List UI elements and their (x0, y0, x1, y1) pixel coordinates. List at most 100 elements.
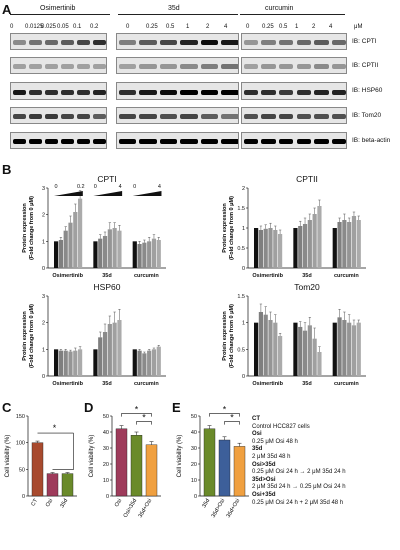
blot-band (61, 139, 75, 144)
bar (298, 326, 303, 376)
bar (130, 435, 143, 497)
bar (254, 322, 259, 376)
bar (337, 222, 342, 268)
bar (293, 228, 298, 268)
chart-title: CPTI (97, 174, 116, 184)
blot-band (296, 89, 312, 95)
bar (317, 352, 322, 376)
bar (151, 238, 157, 268)
blot-band (296, 64, 312, 69)
bar (203, 428, 216, 497)
y-tick-label: 3 (42, 294, 45, 300)
category-label: Osi>35d (123, 498, 139, 519)
blot-band (77, 139, 91, 144)
blot-band (44, 139, 58, 144)
bar (73, 212, 78, 268)
y-tick-label: 0 (242, 266, 245, 272)
significance-star: * (230, 413, 234, 423)
bar (63, 230, 68, 268)
y-axis-label: (Fold change from 0 μM) (29, 304, 35, 368)
y-tick-label: 0 (106, 494, 109, 500)
bar (278, 234, 283, 268)
bar (58, 350, 63, 376)
dose-lo: 0 (94, 184, 97, 190)
bar (268, 320, 273, 376)
bar (263, 314, 268, 376)
bar (107, 229, 112, 268)
panel-label-a: A (2, 2, 12, 17)
bar (142, 242, 147, 268)
dose-label: 0.2 (90, 24, 99, 30)
bar (68, 351, 73, 376)
y-tick-label: 150 (16, 414, 25, 420)
bar (342, 320, 347, 376)
blot-band (200, 139, 218, 144)
bar (98, 238, 103, 268)
bar (156, 346, 161, 376)
blot-row-label: IB: beta-actin (352, 136, 391, 144)
bar (317, 206, 322, 268)
y-tick-label: 40 (191, 430, 197, 436)
bar (73, 350, 78, 376)
blot-band (118, 139, 136, 144)
blot-panel (241, 132, 347, 149)
blot-band (28, 64, 42, 69)
y-axis-label: (Fold change from 0 μM) (229, 196, 235, 260)
blot-band (93, 64, 106, 69)
blot-band (12, 40, 26, 45)
bar (102, 332, 108, 376)
bar (115, 428, 128, 497)
blot-band (44, 114, 58, 119)
blot-row-label: IB: CPTI (352, 37, 377, 45)
y-tick-label: 1 (42, 347, 45, 353)
significance-star: * (135, 405, 139, 415)
y-tick-label: 40 (103, 430, 109, 436)
blot-band (12, 114, 26, 119)
blot-band (331, 114, 346, 119)
y-tick-label: 20 (191, 462, 197, 468)
category-label: 35d+Osi (138, 498, 154, 519)
bar (58, 240, 63, 268)
category-label: 35d (302, 273, 311, 279)
bar (98, 337, 103, 376)
bar (312, 338, 317, 376)
legend-key: 35d>Osi (252, 476, 276, 483)
blot-panel (241, 57, 347, 74)
y-tick-label: 0.5 (237, 347, 245, 353)
blot-band (118, 114, 136, 119)
y-tick-label: 10 (103, 478, 109, 484)
blot-row-label: IB: Tom20 (352, 111, 382, 119)
category-label: 35d (102, 381, 111, 387)
blot-band (296, 139, 312, 144)
significance-bracket (136, 421, 152, 425)
category-label: CT (30, 497, 39, 507)
blot-band (118, 89, 136, 95)
blot-band (77, 64, 91, 69)
y-tick-label: 3 (42, 186, 45, 192)
blot-band (296, 114, 312, 119)
bar (132, 241, 137, 268)
legend-description: 0.25 μM Osi 48 h (252, 438, 298, 445)
bar (151, 349, 157, 376)
bar (332, 322, 337, 376)
bar (147, 241, 152, 268)
bar (356, 322, 361, 376)
legend-key: Osi>35d (252, 461, 276, 468)
bar (107, 324, 112, 376)
blot-band (118, 64, 136, 69)
bar (112, 228, 117, 268)
y-axis-label: Cell viability (%) (177, 435, 183, 478)
group-header-osimertinib: Osimertinib (40, 5, 76, 12)
bar (233, 446, 246, 497)
blot-band (118, 40, 136, 45)
bar (263, 228, 268, 268)
blot-band (200, 89, 218, 95)
category-label: 35d (302, 381, 311, 387)
blot-band (261, 139, 276, 144)
blot-band (180, 139, 198, 144)
blot-band (221, 139, 238, 144)
bar (278, 336, 283, 376)
